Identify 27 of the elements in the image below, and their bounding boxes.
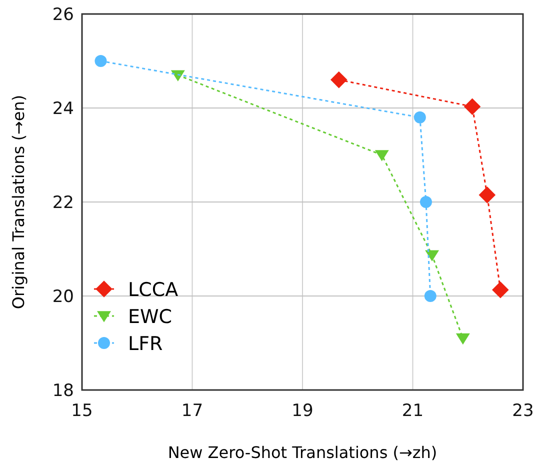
point bbox=[420, 196, 432, 208]
x-axis-title: New Zero-Shot Translations (→zh) bbox=[168, 443, 438, 462]
x-tick-label: 19 bbox=[292, 401, 314, 421]
point bbox=[464, 98, 481, 115]
y-tick-label: 26 bbox=[52, 5, 74, 25]
point bbox=[170, 70, 185, 82]
x-tick-label: 17 bbox=[181, 401, 204, 421]
legend-label: EWC bbox=[128, 306, 172, 328]
x-tick-label: 21 bbox=[402, 401, 424, 421]
x-tick-label: 15 bbox=[71, 401, 93, 421]
y-tick-label: 24 bbox=[52, 99, 74, 119]
point bbox=[330, 71, 348, 88]
x-tick-label: 23 bbox=[512, 401, 534, 421]
point bbox=[414, 111, 426, 124]
point bbox=[425, 250, 440, 262]
y-tick-label: 22 bbox=[52, 193, 74, 213]
point bbox=[492, 281, 509, 298]
point bbox=[424, 290, 436, 302]
legend-label: LFR bbox=[128, 333, 163, 355]
point bbox=[456, 333, 470, 345]
point bbox=[374, 150, 389, 162]
legend-label: LCCA bbox=[128, 279, 178, 301]
y-tick-label: 20 bbox=[52, 287, 74, 307]
y-tick-label: 18 bbox=[52, 381, 74, 401]
point bbox=[478, 186, 496, 204]
point bbox=[94, 55, 107, 67]
y-axis-title: Original Translations (→en) bbox=[9, 94, 28, 310]
